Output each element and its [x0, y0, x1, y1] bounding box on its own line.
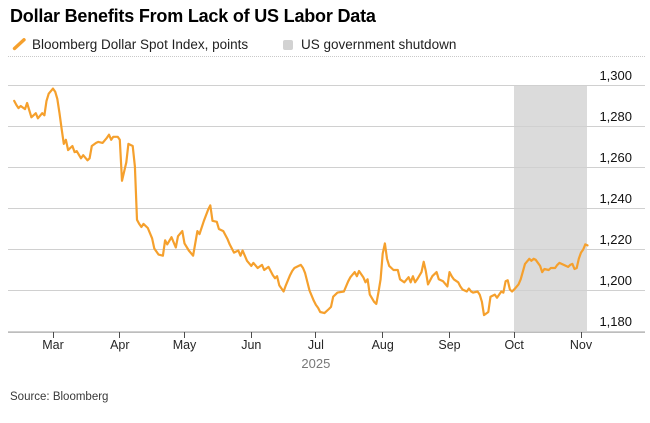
y-axis-label: 1,260: [599, 149, 632, 165]
x-axis-month-label: Sep: [438, 338, 461, 352]
x-axis-tick: [382, 332, 384, 338]
y-axis-label: 1,180: [599, 313, 632, 329]
x-axis-month-label: Jun: [241, 338, 262, 352]
y-gridline: [8, 84, 645, 86]
y-gridline: [8, 166, 645, 168]
x-axis-year-label: 2025: [301, 356, 331, 371]
y-gridline: [8, 289, 645, 291]
x-axis-tick: [449, 332, 450, 338]
y-gridline: [8, 207, 645, 209]
plot-top-border: [8, 56, 645, 57]
y-axis-label: 1,280: [599, 108, 632, 124]
x-axis-month-label: Oct: [504, 338, 524, 352]
legend-series-label: Bloomberg Dollar Spot Index, points: [32, 37, 249, 52]
legend-band-label: US government shutdown: [301, 37, 457, 52]
y-gridline: [8, 125, 645, 127]
x-axis-tick: [119, 332, 121, 338]
x-axis-month-label: Aug: [371, 338, 394, 352]
y-axis-label: 1,200: [599, 272, 632, 288]
y-axis-label: 1,240: [599, 190, 632, 206]
orange-slash-icon: [12, 38, 26, 51]
chart-legend: Bloomberg Dollar Spot Index, points US g…: [0, 36, 650, 54]
x-axis-month-label: Apr: [110, 338, 130, 352]
x-axis-tick: [315, 332, 317, 338]
bloomberg-dollar-spot-index-line: [13, 87, 589, 317]
x-axis-month-label: Nov: [569, 338, 593, 352]
x-axis-tick: [513, 332, 515, 338]
x-axis-month-label: Mar: [42, 338, 64, 352]
line-series-swatch-icon: [12, 38, 27, 51]
y-axis-label: 1,300: [599, 67, 632, 83]
x-axis-tick: [250, 332, 252, 338]
y-axis-label: 1,220: [599, 231, 632, 247]
shutdown-band-swatch-icon: [283, 40, 293, 50]
y-gridline: [8, 330, 645, 332]
x-axis-tick: [580, 332, 582, 338]
chart-title: Dollar Benefits From Lack of US Labor Da…: [10, 6, 376, 26]
source-label: Source: Bloomberg: [10, 391, 109, 403]
x-axis-line: [8, 332, 645, 333]
y-gridline: [8, 248, 645, 250]
x-axis-tick: [184, 332, 185, 338]
x-axis-month-label: Jul: [307, 338, 324, 352]
x-axis-month-label: May: [172, 338, 197, 352]
x-axis-tick: [52, 332, 54, 338]
